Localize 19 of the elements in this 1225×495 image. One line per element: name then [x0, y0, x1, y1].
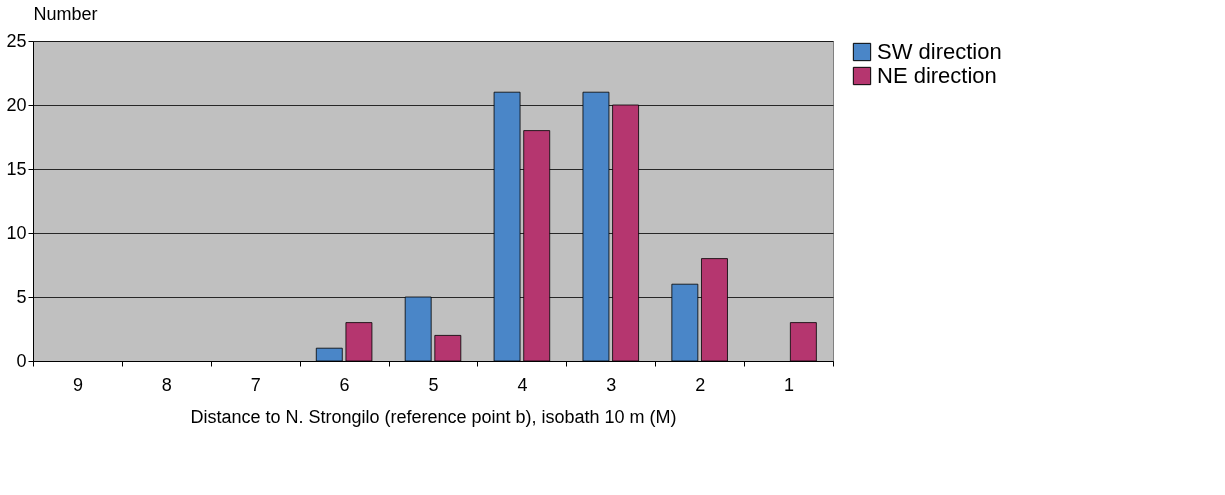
y-tick-label: 5: [16, 286, 27, 307]
x-tick-label: 7: [250, 374, 261, 395]
legend-label: SW direction: [877, 39, 1002, 64]
x-tick-label: 3: [606, 374, 617, 395]
x-tick-label: 8: [161, 374, 172, 395]
y-tick-label: 10: [6, 222, 27, 243]
x-tick-label: 1: [784, 374, 795, 395]
x-axis-title: Distance to N. Strongilo (reference point b), isobath 10 m (M): [190, 406, 677, 427]
x-tick-label: 4: [517, 374, 528, 395]
y-tick-label: 20: [6, 94, 27, 115]
x-tick-label: 5: [428, 374, 439, 395]
legend-label: NE direction: [877, 63, 997, 88]
y-tick-label: 0: [16, 350, 27, 371]
x-tick-label: 9: [72, 374, 83, 395]
y-axis-title: Number: [33, 3, 98, 24]
x-tick-label: 2: [695, 374, 706, 395]
y-tick-label: 25: [6, 30, 27, 51]
y-tick-label: 15: [6, 158, 27, 179]
x-tick-label: 6: [339, 374, 350, 395]
